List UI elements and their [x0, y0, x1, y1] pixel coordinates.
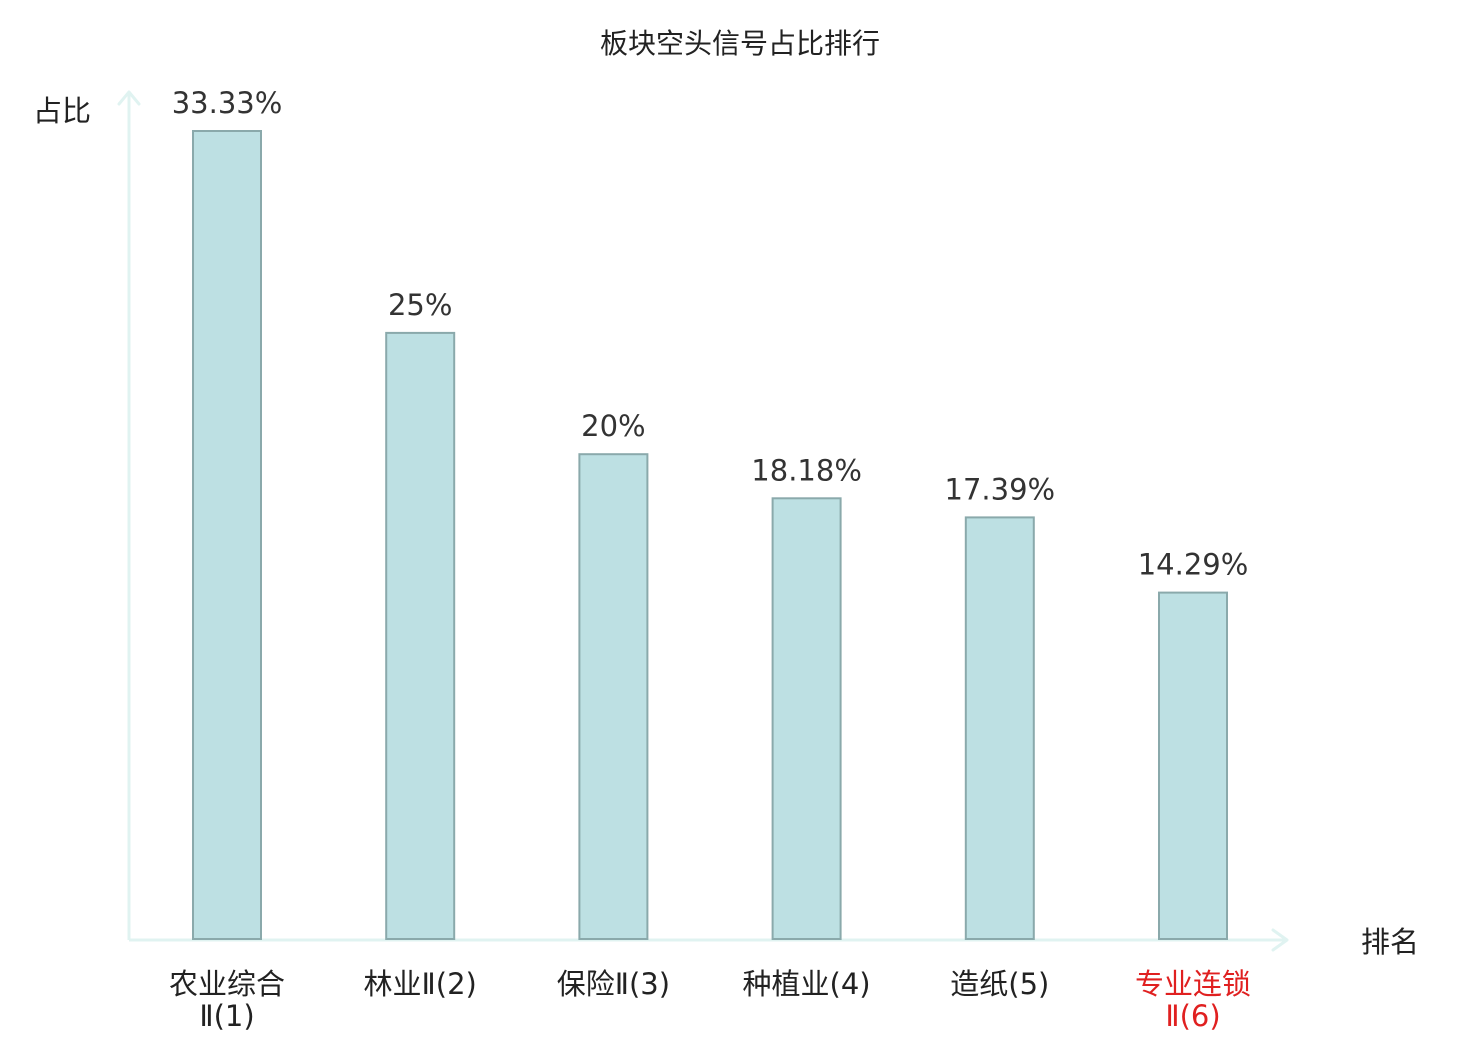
axes: 占比 排名	[33, 90, 1419, 959]
value-label-1: 33.33%	[172, 86, 283, 120]
category-label-2: 林业Ⅱ(2)	[364, 967, 477, 1001]
bar-6	[1158, 591, 1228, 940]
category-label-6-line2: Ⅱ(6)	[1165, 999, 1220, 1033]
bar-3	[578, 453, 649, 940]
bar-5	[964, 516, 1035, 941]
value-label-5: 17.39%	[945, 472, 1056, 506]
y-axis-label: 占比	[33, 94, 91, 128]
bar-1	[192, 130, 262, 940]
bar-4	[771, 497, 842, 940]
value-label-4: 18.18%	[751, 453, 862, 487]
chart-title: 板块空头信号占比排行	[600, 27, 880, 60]
bars-group	[192, 130, 1228, 941]
category-label-4: 种植业(4)	[743, 967, 871, 1001]
value-label-6: 14.29%	[1138, 548, 1249, 582]
value-label-3: 20%	[581, 409, 645, 443]
value-label-2: 25%	[388, 288, 452, 322]
category-label-1-line2: Ⅱ(1)	[199, 999, 254, 1033]
bar-2	[385, 331, 456, 940]
y-axis-arrow	[117, 90, 141, 106]
x-axis-label: 排名	[1361, 925, 1419, 959]
category-label-6: 专业连锁	[1135, 967, 1251, 1001]
category-label-5: 造纸(5)	[950, 967, 1049, 1001]
category-label-3: 保险Ⅱ(3)	[557, 967, 670, 1001]
value-labels-group: 33.33% 25% 20% 18.18% 17.39% 14.29%	[172, 86, 1249, 582]
x-axis-arrow	[1271, 928, 1289, 952]
category-label-1: 农业综合	[169, 967, 285, 1001]
